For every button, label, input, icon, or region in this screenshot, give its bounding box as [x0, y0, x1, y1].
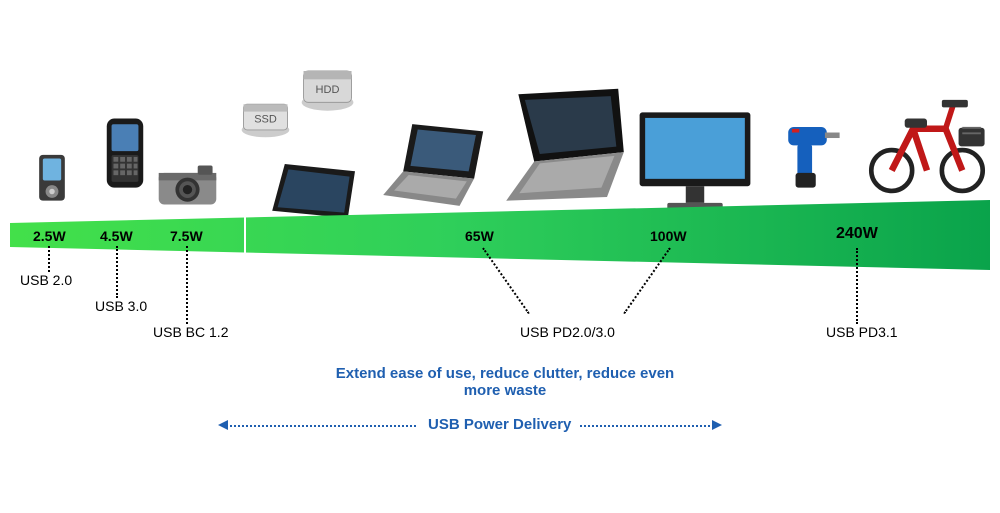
usb-pd20-30-label: USB PD2.0/3.0 — [520, 324, 615, 340]
tagline-line2: more waste — [464, 382, 547, 399]
hdd-icon: HDD — [295, 60, 360, 118]
connector-usb20 — [48, 246, 50, 272]
tagline-line1: Extend ease of use, reduce clutter, redu… — [336, 365, 674, 382]
usb-30-label: USB 3.0 — [95, 298, 147, 314]
device-icons-row: SSD HDD — [0, 30, 1000, 220]
power-label-100w: 100W — [650, 228, 687, 244]
usb-bc12-label: USB BC 1.2 — [153, 324, 228, 340]
power-label-240w: 240W — [836, 225, 878, 243]
power-label-65w: 65W — [465, 228, 494, 244]
tagline: Extend ease of use, reduce clutter, redu… — [335, 365, 675, 399]
usb-pd-arrow-right-head — [712, 420, 722, 430]
usb-pd31-label: USB PD3.1 — [826, 324, 898, 340]
drill-icon — [778, 115, 848, 195]
svg-text:HDD: HDD — [315, 84, 339, 96]
large-laptop-icon — [495, 85, 635, 210]
svg-text:SSD: SSD — [254, 113, 277, 125]
connector-usbbc12 — [186, 246, 188, 324]
smartphone-icon — [90, 110, 160, 200]
usb-pd-arrow-left-head — [218, 420, 228, 430]
power-label-4-5w: 4.5W — [100, 228, 133, 244]
power-label-2-5w: 2.5W — [33, 228, 66, 244]
ssd-icon: SSD — [235, 90, 295, 145]
connector-usbpd31 — [856, 248, 858, 324]
power-label-7-5w: 7.5W — [170, 228, 203, 244]
usb-20-label: USB 2.0 — [20, 272, 72, 288]
usb-pd-label: USB Power Delivery — [428, 416, 571, 433]
connector-usb30 — [116, 246, 118, 298]
usb-pd-arrow-right — [580, 425, 714, 427]
ebike-icon — [862, 75, 992, 200]
usb-pd-arrow-left — [226, 425, 416, 427]
